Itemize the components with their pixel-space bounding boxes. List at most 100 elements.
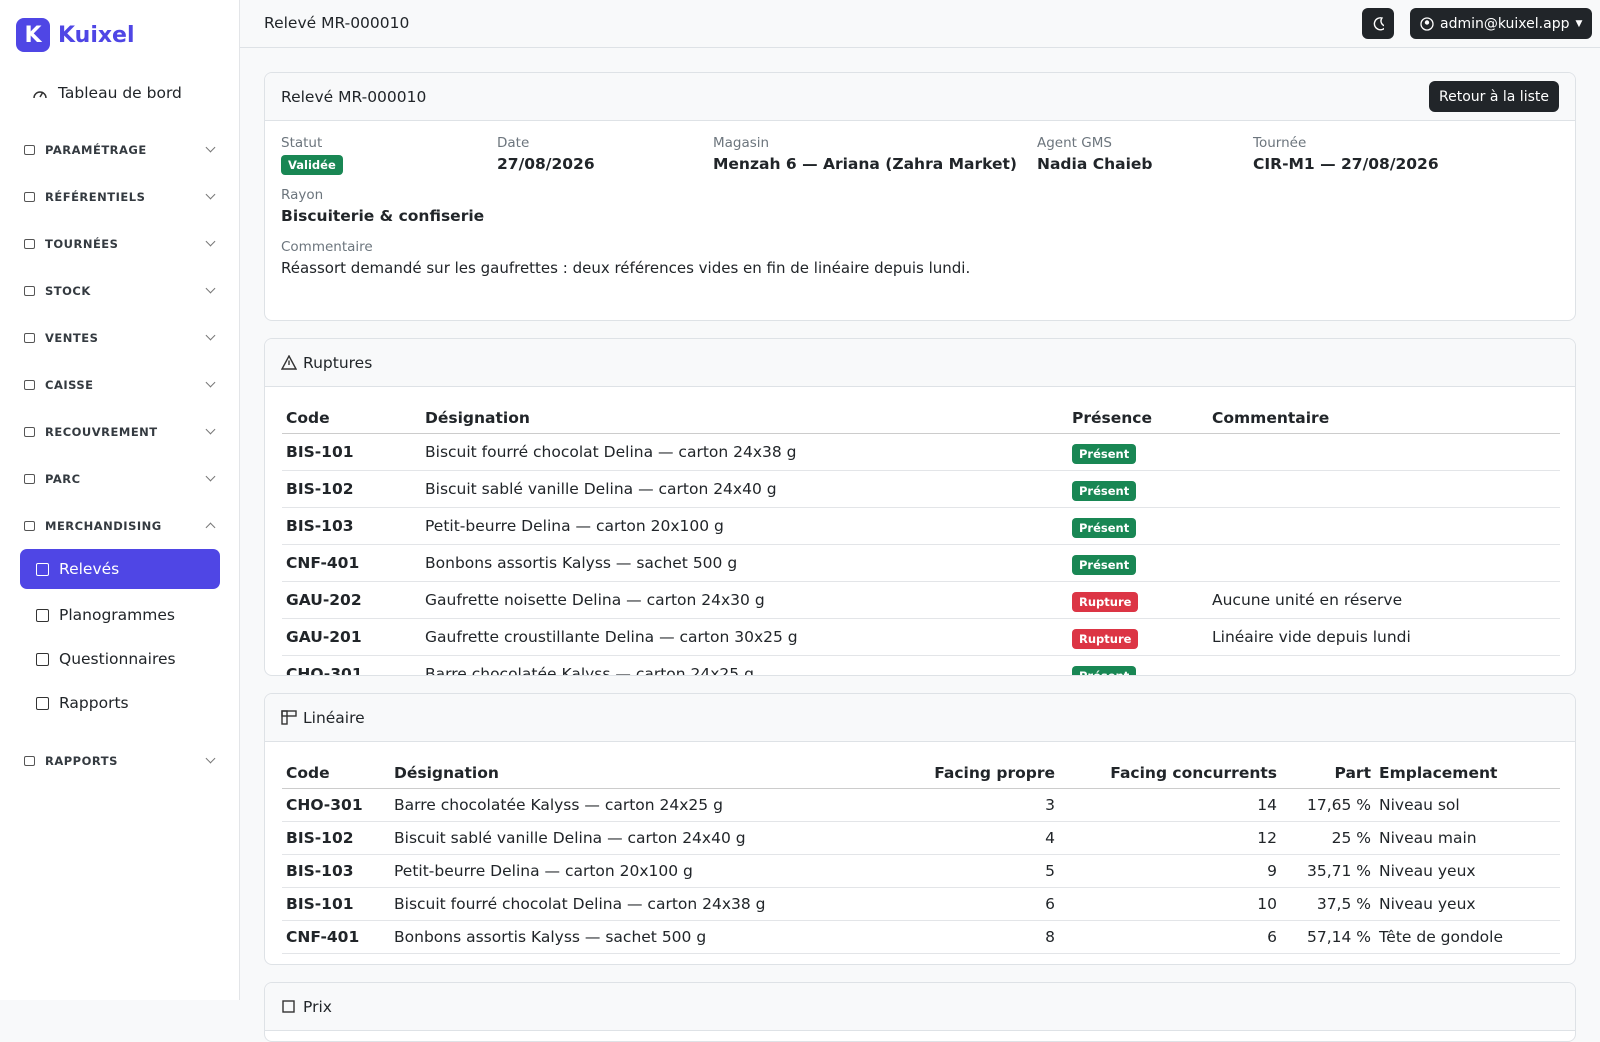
nav-item[interactable]: Planogrammes [20,593,220,637]
cell [1208,507,1560,545]
cell: CHO-301 [282,655,421,675]
column-header: Désignation [421,403,1068,434]
group-icon [24,755,35,766]
group-label: RAPPORTS [45,753,118,768]
rayon: Rayon Biscuiterie & confiserie [265,175,1575,225]
item-label: Questionnaires [59,650,176,668]
header-row: Code Désignation Présence Commentaire [282,403,1560,434]
cell: 37,5 % [1281,887,1375,921]
cell: Biscuit fourré chocolat Delina — carton … [421,433,1068,471]
nav-group[interactable]: PARC [0,455,240,502]
back-button[interactable]: Retour à la liste [1429,81,1559,112]
field-value: 27/08/2026 [497,155,595,173]
group-label: VENTES [45,330,99,345]
chevron [205,753,216,764]
cell [1208,544,1560,582]
item-icon [36,608,49,622]
warning-icon [281,355,297,370]
item-label: Planogrammes [59,606,175,624]
presence-badge: Présent [1072,555,1137,575]
nav-item[interactable]: Rapports [20,681,220,725]
cell: Présent [1068,433,1208,471]
user-menu[interactable]: admin@kuixel.app ▼ [1410,8,1593,39]
cell: Biscuit fourré chocolat Delina — carton … [390,887,810,921]
nav-group[interactable]: VENTES [0,314,240,361]
column-header: Facing concurrents [1059,758,1281,789]
cell: BIS-102 [282,470,421,508]
item-icon [36,696,49,710]
card-title: Linéaire [303,708,365,727]
card-title: Ruptures [303,353,373,372]
cell: BIS-102 [282,821,390,855]
page-title: Relevé MR-000010 [264,14,410,32]
row: BIS-103 Petit-beurre Delina — carton 20x1… [282,507,1560,545]
field-value: Menzah 6 — Ariana (Zahra Market) [713,155,1018,173]
nav-group[interactable]: MERCHANDISING [0,502,240,549]
card-header: Prix [265,983,1575,1031]
group-label: MERCHANDISING [45,518,162,533]
cell [1208,433,1560,471]
chevron [205,330,216,341]
nav-item[interactable]: Questionnaires [20,637,220,681]
cell: Linéaire vide depuis lundi [1208,618,1560,656]
cell: Bonbons assortis Kalyss — sachet 500 g [390,920,810,954]
row: BIS-103 Petit-beurre Delina — carton 20x1… [282,854,1560,888]
nav-group[interactable]: RÉFÉRENTIELS [0,173,240,220]
chevron [205,377,216,388]
cell: 4 [810,821,1059,855]
nav-label: Tableau de bord [58,84,182,102]
row: GAU-201 Gaufrette croustillante Delina — … [282,618,1560,656]
column-header: Emplacement [1375,758,1560,789]
field-label: Tournée [1253,135,1307,151]
presence-badge: Présent [1072,666,1137,675]
field-value: Biscuiterie & confiserie [281,207,485,225]
cell: 57,14 % [1281,920,1375,954]
cell: CNF-401 [282,920,390,954]
card-title: Relevé MR-000010 [281,87,427,106]
nav-item[interactable]: Relevés [20,549,220,589]
nav-group[interactable]: PARAMÉTRAGE [0,126,240,173]
cell: Présent [1068,544,1208,582]
group-icon [24,426,35,437]
moon-icon [1373,16,1384,30]
nav-group[interactable]: TOURNÉES [0,220,240,267]
column-header: Désignation [390,758,810,789]
nav-group[interactable]: RECOUVREMENT [0,408,240,455]
nav-group[interactable]: STOCK [0,267,240,314]
cell: 3 [810,788,1059,822]
cell: Barre chocolatée Kalyss — carton 24x25 g [390,788,810,822]
ruptures-table: Code Désignation Présence Commentaire BIS-10… [282,403,1560,675]
presence-badge: Rupture [1072,592,1139,612]
group-icon [24,520,35,531]
prix-card: Prix [264,982,1576,1042]
cell: 12 [1059,821,1281,855]
row: CNF-401 Bonbons assortis Kalyss — sachet … [282,920,1560,954]
nav-group[interactable]: CAISSE [0,361,240,408]
cell: Présent [1068,507,1208,545]
nav-group[interactable]: RAPPORTS [0,737,240,784]
card-header: Ruptures [265,339,1575,387]
item-icon [36,652,49,666]
theme-toggle[interactable] [1362,8,1394,39]
cell: 25 % [1281,821,1375,855]
card-header: Relevé MR-000010 Retour à la liste [265,73,1575,121]
row: BIS-101 Biscuit fourré chocolat Delina — … [282,887,1560,921]
cell: BIS-103 [282,507,421,545]
field-label: Statut [281,135,323,151]
field: Date 27/08/2026 [497,135,713,175]
cell: Tête de gondole [1375,920,1560,954]
chevron [205,236,216,247]
brand[interactable]: K Kuixel [16,18,135,52]
cell [1208,655,1560,675]
cell: BIS-101 [282,887,390,921]
thead: Code Désignation Facing propre Facing concu… [282,758,1560,789]
tbody: CHO-301 Barre chocolatée Kalyss — carton … [282,788,1560,954]
nav-dashboard[interactable]: Tableau de bord [32,84,182,102]
row: BIS-102 Biscuit sablé vanille Delina — ca… [282,470,1560,508]
presence-badge: Présent [1072,518,1137,538]
thead: Code Désignation Présence Commentaire [282,403,1560,434]
brand-name: Kuixel [58,22,135,48]
field: Statut Validée [281,135,497,175]
cell: 5 [810,854,1059,888]
lineaire-table: Code Désignation Facing propre Facing concu… [282,758,1560,954]
